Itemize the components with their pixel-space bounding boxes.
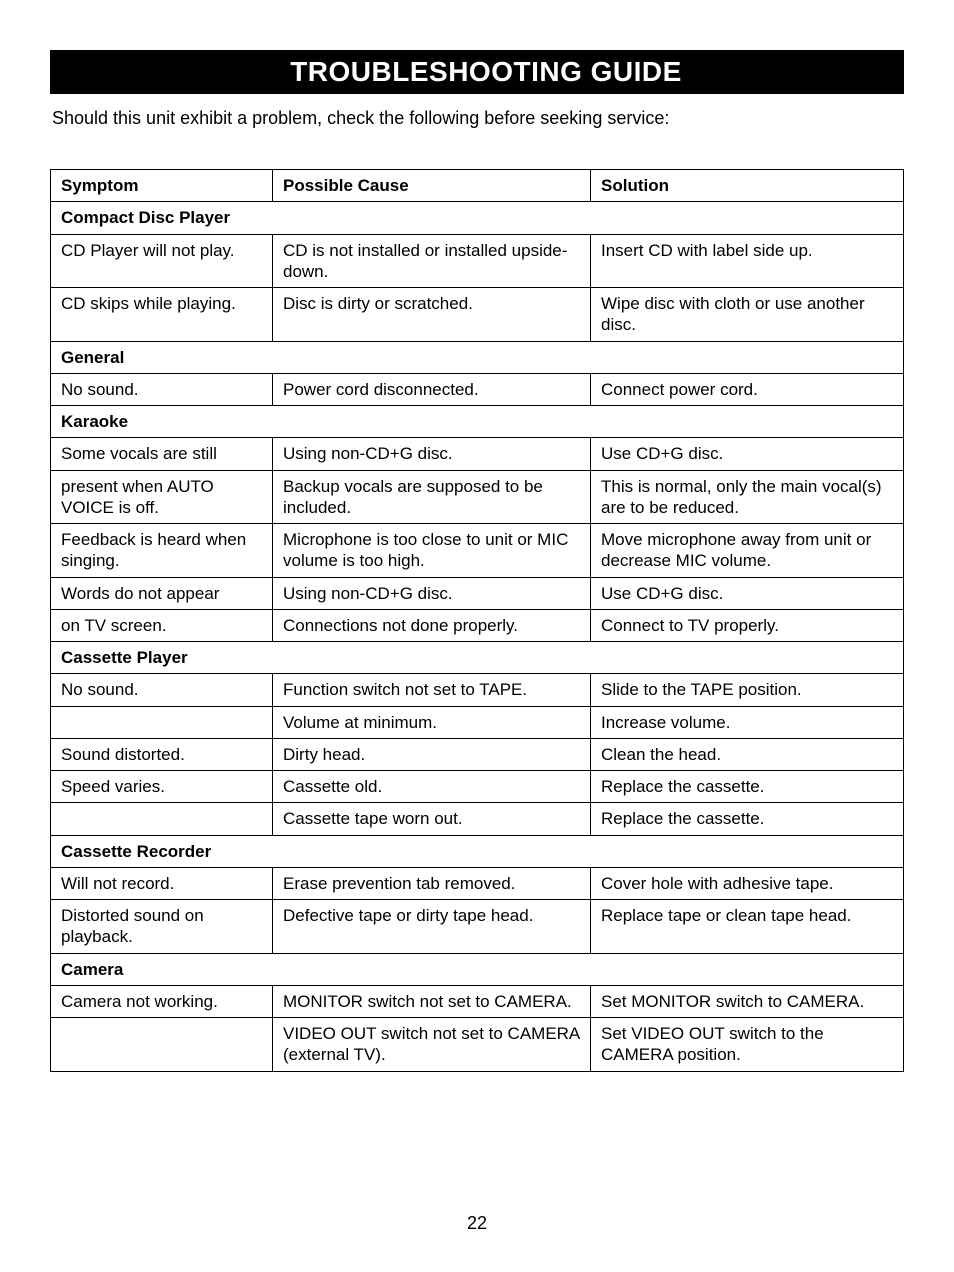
- cell-symptom: Speed varies.: [51, 771, 273, 803]
- cell-symptom: Some vocals are still: [51, 438, 273, 470]
- table-row: Feedback is heard when singing. Micropho…: [51, 524, 904, 578]
- cell-cause: Connections not done properly.: [273, 609, 591, 641]
- cell-solution: Set VIDEO OUT switch to the CAMERA posit…: [591, 1018, 904, 1072]
- cell-solution: Replace the cassette.: [591, 771, 904, 803]
- cell-solution: Connect to TV properly.: [591, 609, 904, 641]
- section-row: Camera: [51, 953, 904, 985]
- cell-cause: Backup vocals are supposed to be include…: [273, 470, 591, 524]
- cell-solution: Use CD+G disc.: [591, 577, 904, 609]
- table-row: CD Player will not play. CD is not insta…: [51, 234, 904, 288]
- cell-symptom: [51, 706, 273, 738]
- table-row: Cassette tape worn out. Replace the cass…: [51, 803, 904, 835]
- cell-solution: Increase volume.: [591, 706, 904, 738]
- troubleshooting-table: Symptom Possible Cause Solution Compact …: [50, 169, 904, 1072]
- cell-solution: Wipe disc with cloth or use another disc…: [591, 288, 904, 342]
- page-number: 22: [0, 1213, 954, 1234]
- table-row: Volume at minimum. Increase volume.: [51, 706, 904, 738]
- cell-cause: Using non-CD+G disc.: [273, 577, 591, 609]
- cell-symptom: Sound distorted.: [51, 738, 273, 770]
- cell-cause: Volume at minimum.: [273, 706, 591, 738]
- page-title: TROUBLESHOOTING GUIDE: [68, 50, 904, 94]
- section-row: Cassette Player: [51, 642, 904, 674]
- cell-cause: Microphone is too close to unit or MIC v…: [273, 524, 591, 578]
- table-row: Sound distorted. Dirty head. Clean the h…: [51, 738, 904, 770]
- cell-cause: Defective tape or dirty tape head.: [273, 900, 591, 954]
- cell-cause: Using non-CD+G disc.: [273, 438, 591, 470]
- cell-solution: Use CD+G disc.: [591, 438, 904, 470]
- table-row: Words do not appear Using non-CD+G disc.…: [51, 577, 904, 609]
- cell-solution: Cover hole with adhesive tape.: [591, 867, 904, 899]
- cell-solution: This is normal, only the main vocal(s) a…: [591, 470, 904, 524]
- header-cause: Possible Cause: [273, 170, 591, 202]
- section-row: Compact Disc Player: [51, 202, 904, 234]
- section-row: General: [51, 341, 904, 373]
- cell-cause: Function switch not set to TAPE.: [273, 674, 591, 706]
- cell-symptom: Feedback is heard when singing.: [51, 524, 273, 578]
- table-row: No sound. Power cord disconnected. Conne…: [51, 373, 904, 405]
- cell-symptom: [51, 1018, 273, 1072]
- cell-solution: Move microphone away from unit or decrea…: [591, 524, 904, 578]
- section-karaoke: Karaoke: [51, 406, 904, 438]
- table-header-row: Symptom Possible Cause Solution: [51, 170, 904, 202]
- cell-cause: CD is not installed or installed upside-…: [273, 234, 591, 288]
- table-row: Camera not working. MONITOR switch not s…: [51, 985, 904, 1017]
- cell-symptom: No sound.: [51, 373, 273, 405]
- table-row: Distorted sound on playback. Defective t…: [51, 900, 904, 954]
- cell-symptom: CD skips while playing.: [51, 288, 273, 342]
- table-row: present when AUTO VOICE is off. Backup v…: [51, 470, 904, 524]
- cell-cause: Disc is dirty or scratched.: [273, 288, 591, 342]
- header-solution: Solution: [591, 170, 904, 202]
- table-row: Speed varies. Cassette old. Replace the …: [51, 771, 904, 803]
- cell-cause: Erase prevention tab removed.: [273, 867, 591, 899]
- cell-symptom: Will not record.: [51, 867, 273, 899]
- table-row: Will not record. Erase prevention tab re…: [51, 867, 904, 899]
- cell-symptom: CD Player will not play.: [51, 234, 273, 288]
- section-row: Cassette Recorder: [51, 835, 904, 867]
- cell-solution: Insert CD with label side up.: [591, 234, 904, 288]
- cell-symptom: No sound.: [51, 674, 273, 706]
- cell-solution: Clean the head.: [591, 738, 904, 770]
- cell-cause: MONITOR switch not set to CAMERA.: [273, 985, 591, 1017]
- section-cassette: Cassette Player: [51, 642, 904, 674]
- section-row: Karaoke: [51, 406, 904, 438]
- cell-symptom: on TV screen.: [51, 609, 273, 641]
- table-row: CD skips while playing. Disc is dirty or…: [51, 288, 904, 342]
- cell-symptom: Distorted sound on playback.: [51, 900, 273, 954]
- section-camera: Camera: [51, 953, 904, 985]
- cell-solution: Slide to the TAPE position.: [591, 674, 904, 706]
- table-row: VIDEO OUT switch not set to CAMERA (exte…: [51, 1018, 904, 1072]
- cell-cause: Dirty head.: [273, 738, 591, 770]
- cell-solution: Replace tape or clean tape head.: [591, 900, 904, 954]
- table-row: on TV screen. Connections not done prope…: [51, 609, 904, 641]
- header-symptom: Symptom: [51, 170, 273, 202]
- cell-symptom: [51, 803, 273, 835]
- cell-cause: Cassette old.: [273, 771, 591, 803]
- table-row: Some vocals are still Using non-CD+G dis…: [51, 438, 904, 470]
- intro-text: Should this unit exhibit a problem, chec…: [52, 108, 904, 129]
- cell-solution: Replace the cassette.: [591, 803, 904, 835]
- section-general: General: [51, 341, 904, 373]
- cell-cause: Cassette tape worn out.: [273, 803, 591, 835]
- cell-symptom: Words do not appear: [51, 577, 273, 609]
- cell-symptom: Camera not working.: [51, 985, 273, 1017]
- title-bar: TROUBLESHOOTING GUIDE: [50, 50, 904, 94]
- cell-cause: VIDEO OUT switch not set to CAMERA (exte…: [273, 1018, 591, 1072]
- cell-solution: Set MONITOR switch to CAMERA.: [591, 985, 904, 1017]
- cell-solution: Connect power cord.: [591, 373, 904, 405]
- section-recorder: Cassette Recorder: [51, 835, 904, 867]
- cell-cause: Power cord disconnected.: [273, 373, 591, 405]
- page-container: TROUBLESHOOTING GUIDE Should this unit e…: [0, 0, 954, 1272]
- cell-symptom: present when AUTO VOICE is off.: [51, 470, 273, 524]
- table-row: No sound. Function switch not set to TAP…: [51, 674, 904, 706]
- section-cd: Compact Disc Player: [51, 202, 904, 234]
